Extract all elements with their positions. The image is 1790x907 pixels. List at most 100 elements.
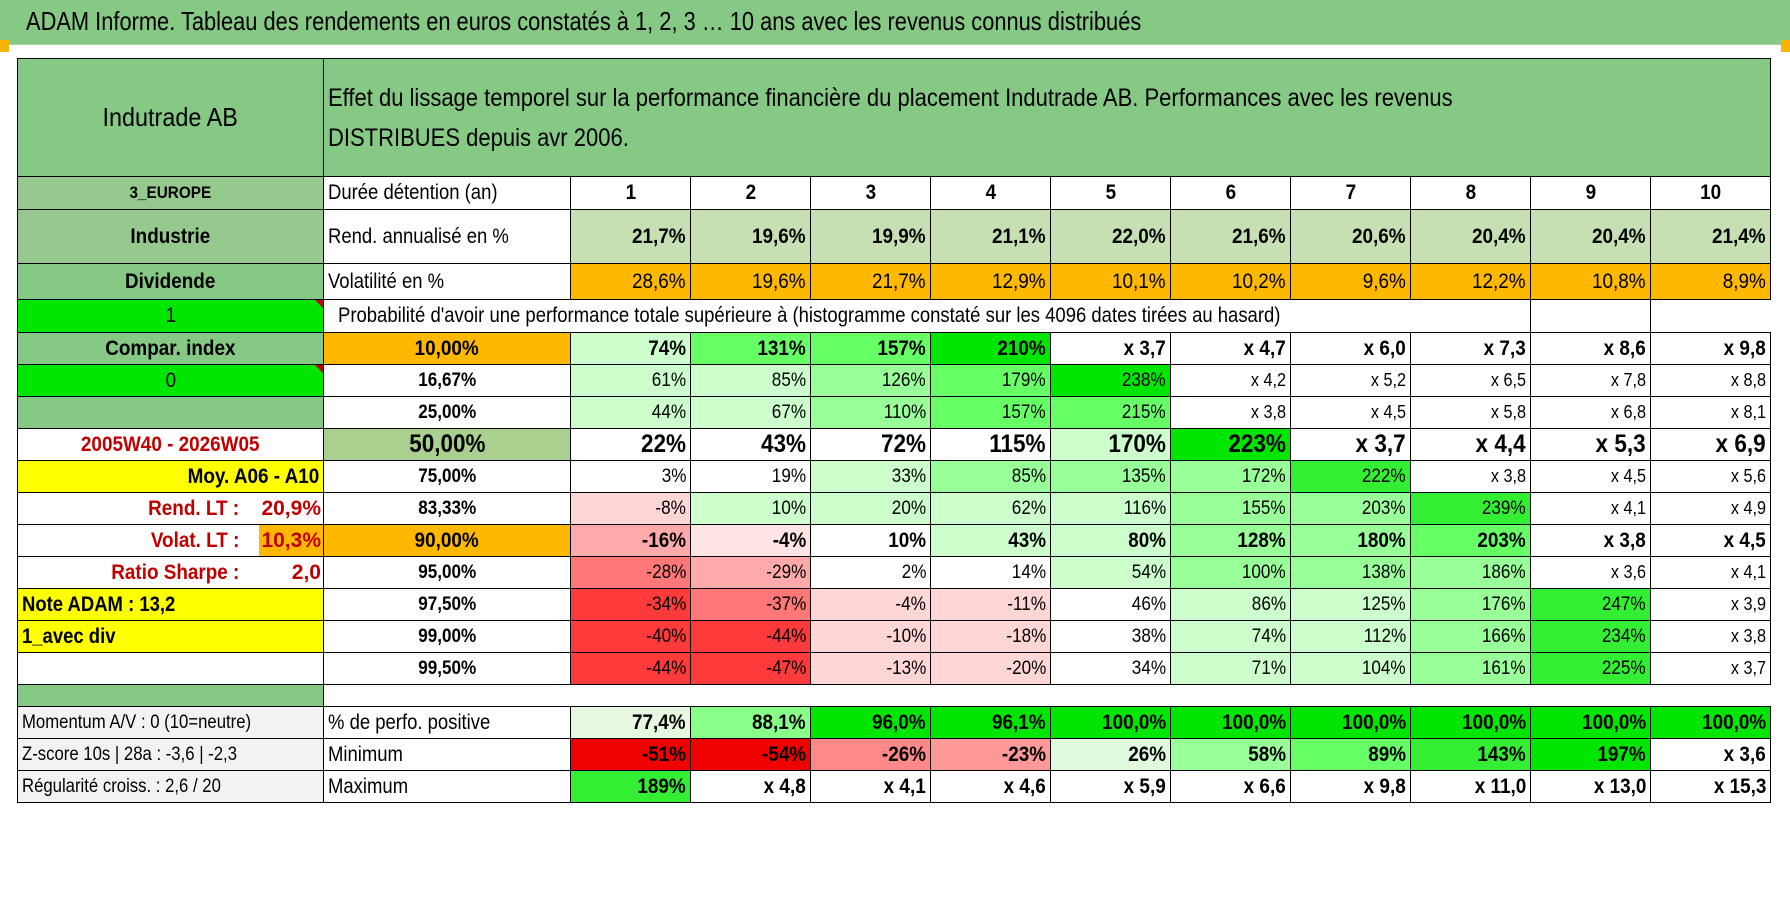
probability-value: x 9,8 <box>1650 332 1771 365</box>
year-header-text: 8 <box>1465 181 1476 204</box>
probability-value-text: x 5,8 <box>1490 402 1526 422</box>
probability-value-text: 14% <box>1011 561 1046 583</box>
probability-value-text: 180% <box>1357 528 1406 552</box>
maximum-label: Maximum <box>323 770 571 803</box>
probability-value: 22% <box>570 428 691 461</box>
year-header-text: 7 <box>1345 181 1356 204</box>
param-zero-text: 0 <box>165 368 176 392</box>
minimum-value-text: -23% <box>1001 742 1046 766</box>
probability-value-text: 176% <box>1482 593 1526 615</box>
probability-value-text: 155% <box>1242 497 1286 519</box>
probability-value-text: -40% <box>646 625 686 647</box>
probability-value: x 3,7 <box>1050 332 1171 365</box>
probability-value: 3% <box>570 460 691 493</box>
header-row: Indutrade AB Effet du lissage temporel su… <box>17 58 1771 177</box>
volat-lt-caption: Volat. LT : <box>150 529 239 552</box>
probability-value-text: 62% <box>1011 497 1046 519</box>
threshold-pct-text: 99,50% <box>417 657 476 679</box>
probability-value: x 7,8 <box>1530 364 1651 397</box>
probability-value: 44% <box>570 396 691 429</box>
probability-value: x 6,8 <box>1530 396 1651 429</box>
probability-value-text: 128% <box>1237 528 1286 552</box>
probability-value: 72% <box>810 428 931 461</box>
sector-label: Industrie <box>17 209 324 264</box>
param-one-text: 1 <box>165 304 176 327</box>
rend-label: Rend. annualisé en % <box>323 209 571 264</box>
perf-positive-label: % de perfo. positive <box>323 706 571 739</box>
minimum-value-text: 58% <box>1248 742 1286 766</box>
probability-value: 85% <box>930 460 1051 493</box>
moy-label: Moy. A06 - A10 <box>17 460 324 493</box>
threshold-pct: 16,67% <box>323 364 571 397</box>
probability-value-text: x 3,8 <box>1730 626 1766 646</box>
perf-positive-value-text: 100,0% <box>1341 710 1406 734</box>
year-header-text: 9 <box>1585 181 1596 204</box>
probability-value: x 4,9 <box>1650 492 1771 525</box>
year-header-text: 3 <box>865 181 876 204</box>
probability-value: 115% <box>930 428 1051 461</box>
probability-row: 2005W40 - 2026W05 50,00% 22% 43% 72% 115% 170%… <box>17 428 1771 461</box>
param-zero: 0 <box>17 364 324 397</box>
probability-value: 128% <box>1170 524 1291 557</box>
probability-row: Compar. index 10,00% 74% 131% 157% 210% x 3,7 x… <box>17 332 1771 365</box>
maximum-value: x 4,6 <box>930 770 1051 803</box>
probability-value: -11% <box>930 588 1051 621</box>
probability-value-text: 223% <box>1228 430 1286 458</box>
probability-value-text: x 3,7 <box>1355 430 1406 458</box>
blank-left <box>17 396 324 429</box>
minimum-value: -54% <box>690 738 811 771</box>
probability-value-text: 157% <box>877 336 926 360</box>
probability-value-text: 222% <box>1362 465 1406 487</box>
rend-lt-value: 20,9% <box>261 496 321 520</box>
probability-row: Volat. LT : 10,3% 90,00% -16% -4% 10% 43% 80% 12… <box>17 524 1771 557</box>
maximum-value: x 6,6 <box>1170 770 1291 803</box>
probability-value-text: x 3,6 <box>1610 562 1646 582</box>
probability-value-text: 161% <box>1482 657 1526 679</box>
probability-value: x 5,6 <box>1650 460 1771 493</box>
probability-value-text: 225% <box>1602 657 1646 679</box>
perf-positive-label-text: % de perfo. positive <box>328 710 491 734</box>
maximum-row: Régularité croiss. : 2,6 / 20 Maximum 189%… <box>17 770 1771 803</box>
probability-value-text: 85% <box>1011 465 1046 487</box>
minimum-label-text: Minimum <box>328 742 403 766</box>
probability-value-text: 131% <box>757 336 806 360</box>
probability-value: 176% <box>1410 588 1531 621</box>
probability-value-text: 80% <box>1128 528 1166 552</box>
spacer-row <box>17 684 1771 707</box>
comment-marker-icon <box>315 365 323 373</box>
probability-value: 116% <box>1050 492 1171 525</box>
probability-value: -18% <box>930 620 1051 653</box>
probability-value: 38% <box>1050 620 1171 653</box>
description: Effet du lissage temporel sur la perform… <box>323 58 1771 177</box>
probability-value-text: 3% <box>661 465 686 487</box>
probability-value-text: -13% <box>886 657 926 679</box>
sector-label-text: Industrie <box>130 224 211 248</box>
year-header: 1 <box>570 176 691 210</box>
volat-lt-value: 10,3% <box>259 525 323 556</box>
perf-positive-left-label: Momentum A/V : 0 (10=neutre) <box>17 706 324 739</box>
minimum-value-text: 143% <box>1477 742 1526 766</box>
rend-value-text: 21,7% <box>632 224 686 248</box>
probability-value: x 3,7 <box>1290 428 1411 461</box>
year-header-text: 5 <box>1105 181 1116 204</box>
sharpe-value: 2,0 <box>291 560 321 584</box>
probability-value-text: 72% <box>880 430 926 458</box>
probability-value-text: 44% <box>651 401 686 423</box>
probability-value: x 4,2 <box>1170 364 1291 397</box>
probability-value: -4% <box>810 588 931 621</box>
region-label-text: 3_EUROPE <box>129 183 212 202</box>
threshold-pct: 99,50% <box>323 652 571 685</box>
probability-value: 210% <box>930 332 1051 365</box>
probability-value-text: x 4,5 <box>1610 466 1646 486</box>
probability-value: 80% <box>1050 524 1171 557</box>
probability-value-text: 239% <box>1482 497 1526 519</box>
probability-value: x 3,7 <box>1650 652 1771 685</box>
probability-value: x 4,4 <box>1410 428 1531 461</box>
rend-value-text: 20,4% <box>1472 224 1526 248</box>
maximum-value: x 13,0 <box>1530 770 1651 803</box>
probability-value-text: x 3,9 <box>1730 594 1766 614</box>
rend-value-text: 19,9% <box>872 224 926 248</box>
probability-value: -13% <box>810 652 931 685</box>
volat-value: 12,2% <box>1410 263 1531 300</box>
dividend-label: Dividende <box>17 263 324 300</box>
